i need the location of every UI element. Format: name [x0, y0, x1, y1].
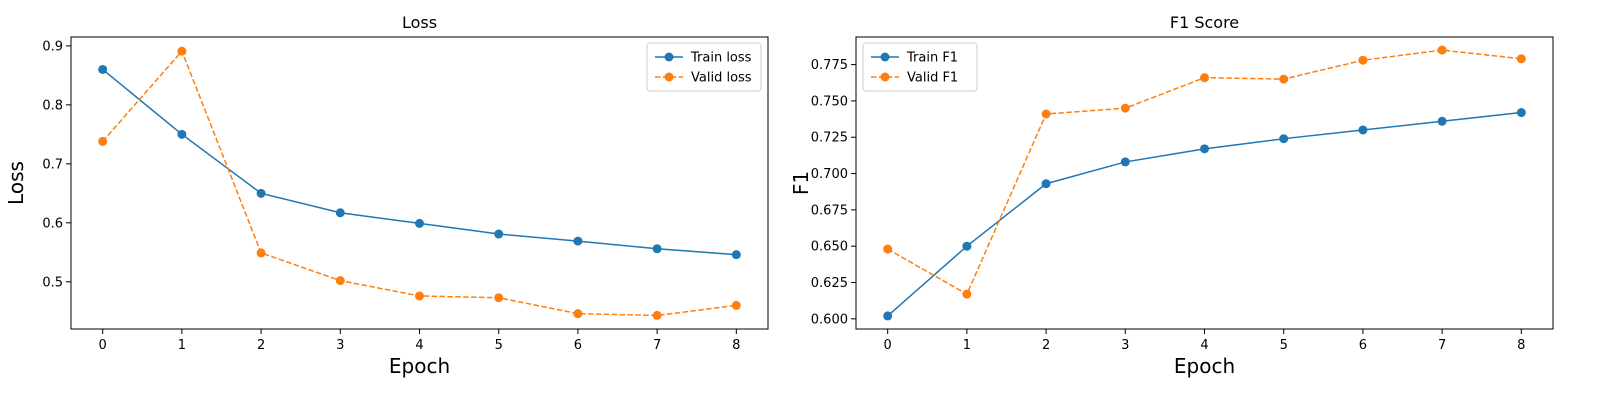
- chart1-series-valid-f1-line: [887, 49, 1522, 296]
- chart1-series-valid-f1-point: [962, 289, 972, 299]
- chart0-series-valid-loss-point: [652, 310, 662, 320]
- chart0-series-train-loss-point: [415, 218, 424, 228]
- chart1-x-tick-label: 7: [1438, 338, 1446, 353]
- chart1-series-valid-f1-point: [1200, 73, 1209, 83]
- chart0-legend-marker-train-loss: [664, 52, 674, 62]
- chart0-series-valid-loss-point: [177, 46, 187, 56]
- loss-chart: Loss 0 1 2 3 4 5 6 7 8 0.5 0.6 0.7 0.8 0.9 Epoch Loss Tra…: [4, 13, 769, 378]
- chart0-y-tick-label: 0.6: [42, 216, 63, 231]
- chart0-title: Loss: [402, 13, 437, 32]
- chart0-legend: Train loss Valid loss: [646, 42, 762, 92]
- chart0-series-train-loss-point: [177, 129, 187, 139]
- chart1-series-valid-f1-point: [1358, 55, 1368, 65]
- chart1-x-tick-label: 1: [963, 338, 971, 353]
- chart0-series-valid-loss-point: [494, 293, 504, 303]
- chart0-x-tick-label: 7: [653, 338, 661, 353]
- chart0-series-valid-loss-point: [415, 291, 424, 301]
- chart1-series-train-f1-point: [1358, 125, 1368, 135]
- chart1-y-tick-label: 0.625: [811, 276, 848, 291]
- chart0-x-axis-label: Epoch: [389, 354, 450, 378]
- chart0-x-tick-label: 6: [574, 338, 582, 353]
- chart0-series-valid-loss-point: [573, 309, 583, 319]
- chart1-series-train-f1-point: [962, 241, 972, 251]
- chart1-x-tick-label: 8: [1517, 338, 1525, 353]
- chart1-x-tick-label: 5: [1280, 338, 1288, 353]
- chart1-legend-box: [862, 42, 978, 92]
- chart1-y-tick-label: 0.650: [811, 240, 848, 255]
- chart1-legend-marker-valid-f1: [880, 72, 890, 82]
- chart0-y-tick-label: 0.8: [42, 98, 63, 113]
- chart0-x-tick-label: 8: [732, 338, 740, 353]
- chart0-series-train-loss-point: [98, 64, 108, 74]
- chart0-legend-box: [646, 42, 762, 92]
- chart1-legend-label-train-f1: Train F1: [906, 51, 958, 66]
- chart1-legend-marker-train-f1: [880, 52, 890, 62]
- chart0-legend-label-valid-loss: Valid loss: [691, 71, 752, 86]
- chart0-series-valid-loss-point: [256, 248, 266, 258]
- chart0-series-train-loss-point: [335, 208, 345, 218]
- chart1-series-train-f1-point: [1120, 157, 1130, 167]
- chart1-series-train-f1-line: [887, 111, 1522, 317]
- chart0-series-train-loss-point: [652, 244, 662, 254]
- chart1-series-train-f1-point: [1437, 116, 1447, 126]
- chart0-x-tick-label: 2: [257, 338, 265, 353]
- chart1-y-tick-label: 0.750: [811, 94, 848, 109]
- chart0-series-train-loss-point: [573, 236, 583, 246]
- chart1-x-tick-label: 2: [1042, 338, 1050, 353]
- f1-score-chart: F1 Score 0 1 2 3 4 5 6 7 8 0.600 0.625 0.650 0.675 0.7…: [789, 13, 1554, 378]
- chart1-y-tick-label: 0.700: [811, 167, 848, 182]
- chart1-series-valid-f1-point: [1120, 103, 1130, 113]
- chart1-series-train-f1-point: [1200, 144, 1209, 154]
- chart1-y-tick-label: 0.675: [811, 203, 848, 218]
- chart0-series-train-loss-point: [256, 188, 266, 198]
- chart0-legend-marker-valid-loss: [664, 72, 674, 82]
- chart1-y-tick-label: 0.725: [811, 131, 848, 146]
- chart0-x-tick-label: 1: [178, 338, 186, 353]
- chart1-series-valid-f1-point: [883, 244, 893, 254]
- chart1-y-tick-label: 0.775: [811, 58, 848, 73]
- chart1-x-tick-label: 3: [1121, 338, 1129, 353]
- chart1-x-tick-label: 6: [1359, 338, 1367, 353]
- chart0-x-tick-label: 3: [336, 338, 344, 353]
- chart0-y-tick-label: 0.7: [42, 157, 63, 172]
- chart1-series-valid-f1-point: [1041, 109, 1051, 119]
- chart1-series-train-f1-point: [883, 311, 893, 321]
- chart1-y-axis-label: F1: [789, 171, 813, 195]
- chart0-series-train-loss-point: [731, 250, 741, 260]
- chart1-x-tick-label: 0: [884, 338, 892, 353]
- chart0-series-valid-loss-point: [731, 300, 741, 310]
- chart0-y-tick-label: 0.9: [42, 39, 63, 54]
- chart0-series-valid-loss-point: [335, 276, 345, 286]
- chart0-x-tick-label: 0: [99, 338, 107, 353]
- chart0-series-valid-loss-line: [102, 49, 737, 317]
- chart0-x-tick-label: 5: [495, 338, 503, 353]
- chart1-series-train-f1-point: [1516, 108, 1526, 118]
- chart1-series-train-f1-point: [1279, 134, 1289, 144]
- chart1-series-valid-f1-point: [1279, 74, 1289, 84]
- chart1-title: F1 Score: [1170, 13, 1239, 32]
- chart1-legend: Train F1 Valid F1: [862, 42, 978, 92]
- chart0-series-train-loss-point: [494, 229, 504, 239]
- chart0-y-axis-label: Loss: [4, 161, 28, 205]
- chart0-x-tick-label: 4: [415, 338, 423, 353]
- chart0-y-tick-label: 0.5: [42, 275, 63, 290]
- chart1-legend-label-valid-f1: Valid F1: [907, 71, 958, 86]
- chart1-x-axis-label: Epoch: [1174, 354, 1235, 378]
- chart1-series-valid-f1-point: [1516, 54, 1526, 64]
- chart1-series-valid-f1-point: [1437, 45, 1447, 55]
- chart0-legend-label-train-loss: Train loss: [690, 51, 752, 66]
- chart0-series-valid-loss-point: [98, 136, 108, 146]
- chart1-y-tick-label: 0.600: [811, 312, 848, 327]
- chart1-series-train-f1-point: [1041, 179, 1051, 189]
- chart1-x-tick-label: 4: [1200, 338, 1208, 353]
